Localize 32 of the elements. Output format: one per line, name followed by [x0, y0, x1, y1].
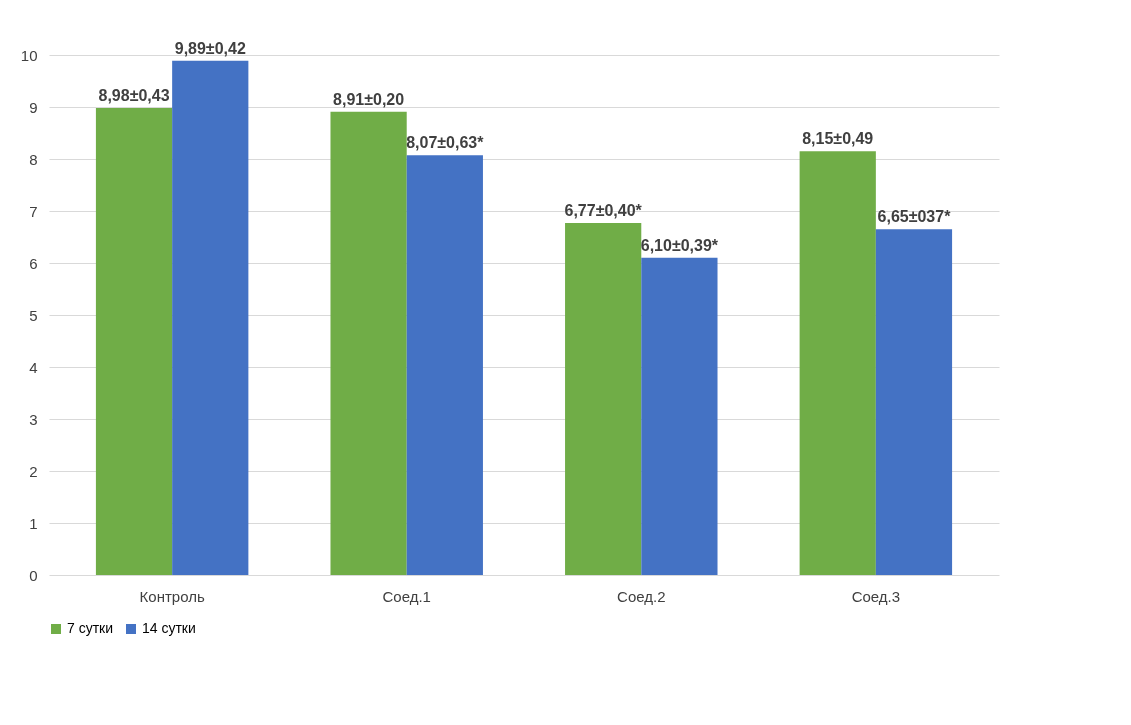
bar	[875, 229, 953, 575]
y-tick-label: 6	[29, 254, 38, 272]
data-label: 6,77±0,40*	[564, 201, 643, 219]
x-tick-label: Соед.3	[851, 587, 901, 605]
y-tick-label: 9	[29, 98, 38, 116]
y-tick-label: 4	[29, 358, 38, 376]
x-tick-label: Контроль	[139, 587, 205, 605]
data-label: 8,91±0,20	[333, 90, 405, 108]
y-tick-label: 3	[29, 410, 38, 428]
y-tick-label: 10	[20, 46, 38, 64]
bar	[172, 60, 249, 575]
bar	[565, 222, 642, 575]
data-label: 6,65±037*	[877, 208, 952, 226]
data-label: 9,89±0,42	[174, 39, 246, 57]
data-label: 6,10±0,39*	[640, 236, 719, 254]
y-tick-label: 7	[29, 202, 38, 220]
legend-label: 14 сутки	[142, 620, 196, 636]
y-tick-label: 8	[29, 150, 38, 168]
y-tick-label: 0	[29, 566, 38, 584]
y-tick-label: 1	[29, 514, 38, 532]
bar	[95, 108, 173, 575]
bar	[406, 155, 483, 575]
data-label: 8,98±0,43	[98, 87, 170, 105]
legend-label: 7 сутки	[67, 620, 114, 636]
x-tick-label: Соед.2	[617, 587, 666, 605]
bar	[641, 257, 718, 575]
bar	[330, 111, 407, 575]
x-tick-label: Соед.1	[382, 587, 431, 605]
data-label: 8,15±0,49	[802, 130, 874, 148]
y-tick-label: 2	[29, 462, 38, 480]
bar	[799, 151, 876, 575]
y-tick-label: 5	[29, 306, 38, 324]
